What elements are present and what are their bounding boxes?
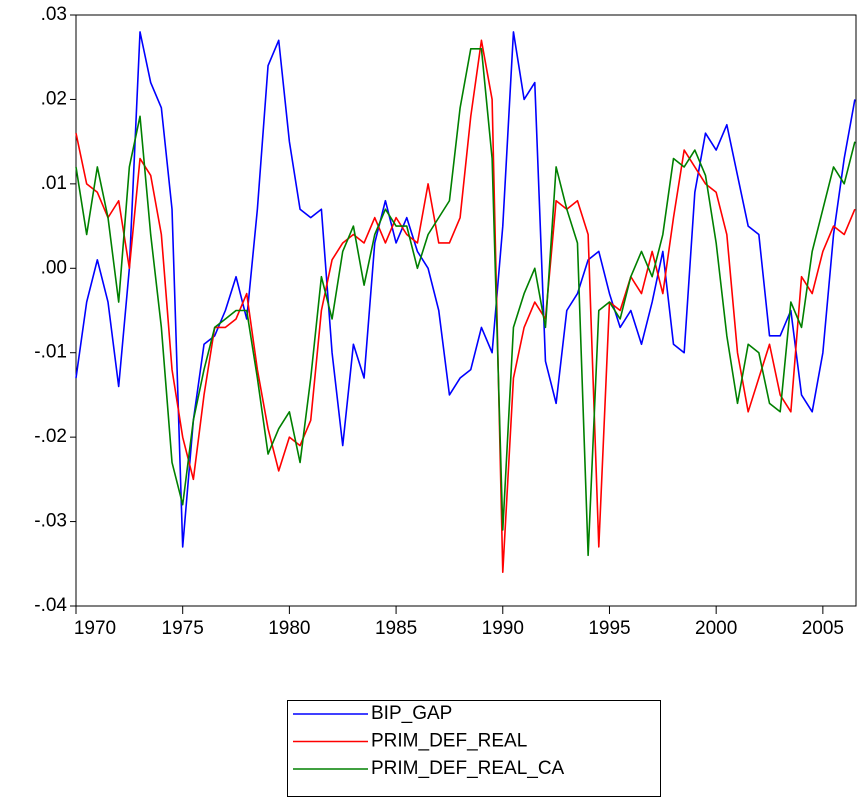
y-tick-label: .01 — [41, 173, 67, 194]
plot-frame — [75, 14, 857, 607]
x-tick-label: 2000 — [695, 618, 737, 639]
y-tick-label: .03 — [41, 4, 67, 25]
y-tick-label: -.01 — [34, 342, 67, 363]
x-tick-label: 1990 — [482, 618, 524, 639]
y-tick-label: -.04 — [34, 595, 67, 616]
legend-label: PRIM_DEF_REAL_CA — [371, 758, 565, 779]
series-line — [75, 39, 856, 574]
legend-label: BIP_GAP — [371, 703, 452, 724]
y-tick-label: .00 — [41, 257, 67, 278]
series-line — [75, 47, 856, 557]
y-tick-label: -.02 — [34, 426, 67, 447]
x-tick-label: 1975 — [162, 618, 204, 639]
x-tick-label: 1980 — [268, 618, 310, 639]
series-line — [75, 31, 856, 548]
x-tick-label: 1995 — [588, 618, 630, 639]
y-tick-label: .02 — [41, 88, 67, 109]
legend-label: PRIM_DEF_REAL — [371, 731, 527, 752]
legend-box — [287, 700, 661, 797]
x-tick-label: 2005 — [802, 618, 844, 639]
x-tick-label: 1970 — [74, 618, 116, 639]
x-tick-label: 1985 — [375, 618, 417, 639]
y-tick-label: -.03 — [34, 511, 67, 532]
